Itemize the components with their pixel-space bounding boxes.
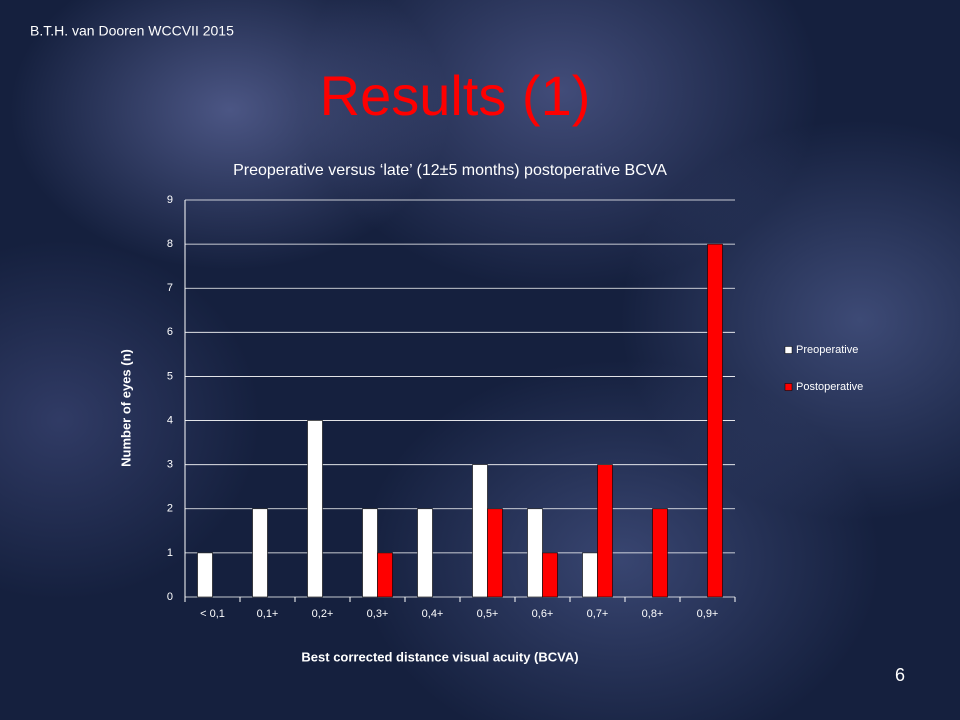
y-axis-title: Number of eyes (n): [118, 349, 133, 467]
bar: [362, 508, 378, 598]
y-tick-label: 7: [167, 282, 173, 294]
bar: [417, 508, 433, 598]
y-tick-label: 0: [167, 591, 173, 603]
bar: [472, 464, 488, 598]
bar: [707, 243, 723, 598]
legend-label: Preoperative: [796, 344, 858, 356]
y-tick-label: 6: [167, 326, 173, 338]
x-tick-label: < 0,1: [200, 608, 225, 620]
legend-swatch: [784, 346, 793, 354]
y-tick-label: 4: [167, 414, 173, 426]
bar: [307, 420, 323, 598]
x-tick-label: 0,3+: [367, 608, 389, 620]
x-tick-label: 0,8+: [642, 608, 664, 620]
y-tick-label: 5: [167, 370, 173, 382]
bar: [377, 552, 393, 598]
x-tick-label: 0,9+: [697, 608, 719, 620]
bar: [542, 552, 558, 598]
y-tick-label: 8: [167, 238, 173, 250]
bar: [652, 508, 668, 598]
bar: [487, 508, 503, 598]
x-tick-label: 0,4+: [422, 608, 444, 620]
x-tick-label: 0,7+: [587, 608, 609, 620]
x-tick-label: 0,2+: [312, 608, 334, 620]
y-tick-label: 1: [167, 547, 173, 559]
y-tick-label: 2: [167, 503, 173, 515]
bar: [582, 552, 598, 598]
page-number: 6: [895, 665, 905, 685]
slide-header: B.T.H. van Dooren WCCVII 2015: [30, 23, 234, 39]
x-tick-label: 0,5+: [477, 608, 499, 620]
chart-title: Preoperative versus ‘late’ (12±5 months)…: [233, 162, 667, 179]
bar: [197, 552, 213, 598]
x-tick-label: 0,6+: [532, 608, 554, 620]
y-tick-label: 9: [167, 194, 173, 206]
legend-label: Postoperative: [796, 381, 863, 393]
x-axis-title: Best corrected distance visual acuity (B…: [301, 649, 578, 664]
bar: [252, 508, 268, 598]
slide-title: Results (1): [320, 64, 591, 127]
legend-swatch: [784, 383, 793, 391]
bar: [597, 464, 613, 598]
y-tick-label: 3: [167, 459, 173, 471]
x-tick-label: 0,1+: [257, 608, 279, 620]
bar: [527, 508, 543, 598]
